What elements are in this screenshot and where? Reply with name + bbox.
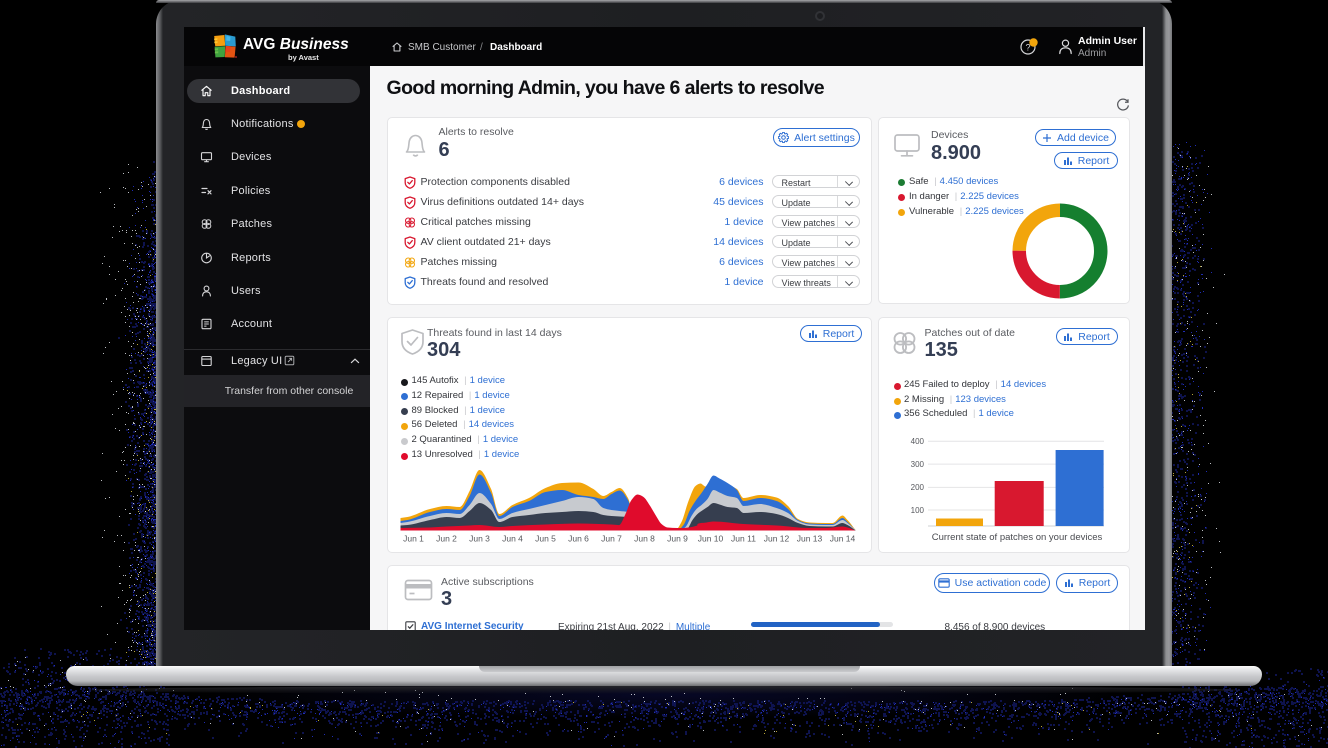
svg-text:Jun 1: Jun 1 (403, 534, 424, 544)
svg-text:Jun 11: Jun 11 (731, 534, 756, 544)
svg-text:Jun 5: Jun 5 (535, 534, 556, 544)
svg-text:Jun 4: Jun 4 (502, 534, 523, 544)
svg-text:Jun 14: Jun 14 (829, 534, 855, 544)
svg-text:Jun 2: Jun 2 (436, 534, 457, 544)
svg-text:Jun 10: Jun 10 (697, 534, 723, 544)
svg-text:400: 400 (911, 437, 925, 446)
svg-text:Jun 3: Jun 3 (469, 534, 490, 544)
svg-text:Jun 6: Jun 6 (568, 534, 589, 544)
svg-text:Jun 8: Jun 8 (634, 534, 655, 544)
svg-text:Jun 7: Jun 7 (601, 534, 622, 544)
svg-text:?: ? (1025, 43, 1030, 53)
svg-text:Jun 13: Jun 13 (796, 534, 822, 544)
svg-text:300: 300 (911, 460, 925, 469)
svg-text:100: 100 (911, 506, 925, 515)
svg-text:Jun 12: Jun 12 (763, 534, 789, 544)
svg-text:Jun 9: Jun 9 (667, 534, 688, 544)
svg-text:200: 200 (911, 483, 925, 492)
